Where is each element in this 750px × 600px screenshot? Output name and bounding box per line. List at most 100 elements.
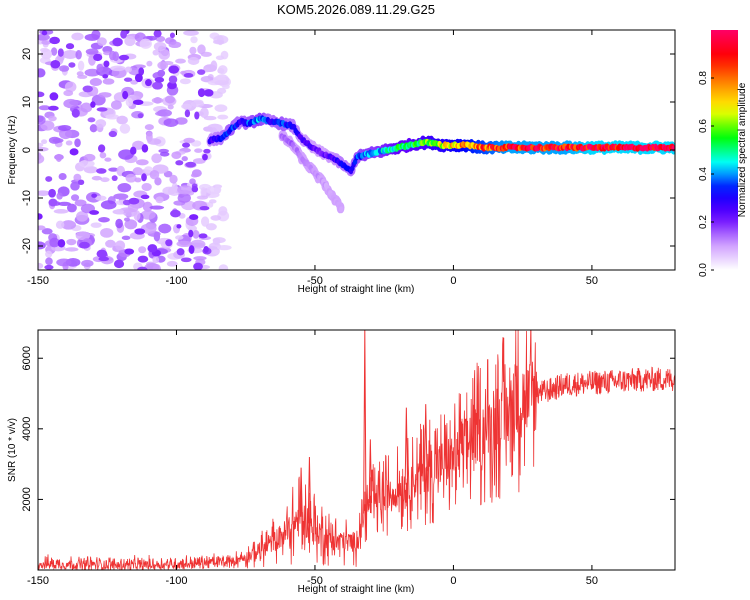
snr-spike	[363, 330, 367, 514]
noise-blob	[41, 40, 51, 45]
noise-blob	[53, 209, 69, 214]
noise-blob	[152, 49, 159, 56]
colorbar-tick-label: 0.6	[698, 119, 709, 133]
noise-blob-strong	[141, 144, 149, 153]
noise-blob-strong	[68, 62, 76, 68]
noise-blob-strong	[98, 256, 110, 262]
snr-spike	[424, 404, 428, 472]
noise-blob-strong	[91, 193, 98, 198]
noise-blob	[71, 32, 84, 41]
noise-blob-strong	[203, 89, 214, 97]
noise-blob	[73, 173, 82, 182]
noise-blob	[197, 44, 206, 55]
noise-blob	[89, 78, 103, 86]
noise-blob-strong	[191, 185, 199, 193]
noise-blob	[212, 237, 221, 246]
noise-blob-strong	[69, 148, 79, 156]
noise-blob	[192, 158, 206, 164]
noise-blob	[139, 38, 152, 49]
noise-blob	[60, 220, 77, 230]
noise-blob	[55, 220, 65, 229]
noise-blob	[153, 41, 167, 52]
noise-blob-strong	[152, 81, 163, 90]
noise-blob-strong	[82, 85, 93, 93]
noise-blob-strong	[90, 101, 96, 108]
y-tick-label: 2000	[21, 487, 33, 511]
noise-blob	[141, 182, 152, 192]
noise-blob-strong	[197, 69, 206, 75]
x-tick-label: -50	[307, 275, 323, 287]
noise-blob-strong	[65, 43, 75, 50]
noise-blob	[124, 66, 133, 73]
noise-blob-strong	[175, 160, 184, 166]
noise-blob-strong	[188, 229, 194, 238]
noise-blob-strong	[134, 228, 146, 235]
noise-blob	[171, 182, 178, 193]
noise-blob	[187, 57, 200, 65]
snr-y-label: SNR (10 * v/v)	[7, 418, 18, 482]
noise-blob	[79, 159, 95, 168]
noise-blob	[80, 102, 93, 113]
noise-blob	[76, 71, 84, 77]
noise-blob	[124, 219, 138, 230]
noise-blob-strong	[153, 30, 162, 38]
noise-blob-strong	[38, 213, 43, 220]
noise-blob	[95, 195, 107, 201]
noise-blob	[91, 30, 101, 40]
noise-blob	[133, 210, 141, 221]
noise-blob	[65, 140, 73, 146]
noise-blob	[38, 68, 46, 78]
noise-blob	[176, 240, 193, 248]
noise-blob	[217, 245, 232, 251]
noise-blob	[70, 181, 80, 191]
noise-blob	[155, 111, 168, 117]
noise-blob	[38, 262, 44, 269]
noise-blob	[151, 97, 164, 104]
noise-blob	[38, 115, 46, 125]
noise-blob	[57, 125, 72, 132]
noise-blob	[76, 211, 89, 222]
noise-blob	[114, 209, 125, 215]
noise-blob-strong	[48, 188, 56, 198]
noise-blob-strong	[132, 99, 144, 105]
snr-panel: -150 -100 -50 0 50 2000 4000 6000 Height of st…	[7, 329, 676, 595]
noise-blob	[105, 239, 116, 248]
noise-blob	[102, 78, 115, 85]
noise-blob	[166, 260, 178, 267]
noise-blob	[190, 100, 205, 108]
snr-x-axis: -150 -100 -50 0 50	[27, 330, 598, 587]
noise-blob	[125, 173, 137, 183]
noise-blob	[168, 41, 182, 49]
noise-blob-strong	[193, 262, 203, 270]
noise-blob-strong	[202, 153, 208, 161]
noise-blob	[62, 49, 79, 59]
noise-blob	[210, 60, 218, 72]
x-tick-label: -100	[165, 275, 187, 287]
noise-blob	[138, 246, 147, 254]
noise-blob-strong	[124, 248, 135, 255]
noise-blob	[38, 146, 49, 152]
noise-blob-strong	[137, 255, 149, 263]
y-tick-label: 4000	[21, 417, 33, 441]
noise-blob-strong	[98, 144, 106, 153]
noise-blob-strong	[113, 259, 125, 269]
snr-spike	[307, 457, 312, 524]
noise-blob	[212, 249, 220, 255]
colorbar-tick-label: 0.0	[698, 263, 709, 277]
noise-blob	[177, 185, 193, 195]
noise-blob	[121, 235, 131, 241]
noise-blob-strong	[118, 54, 130, 61]
noise-blob-strong	[176, 248, 185, 256]
noise-blob	[214, 80, 229, 86]
noise-blob-strong	[128, 197, 140, 205]
noise-blob	[199, 107, 209, 119]
noise-blob	[154, 177, 162, 186]
noise-blob	[130, 79, 138, 85]
snr-y-axis: 2000 4000 6000	[21, 346, 675, 512]
noise-blob	[41, 139, 48, 145]
noise-blob	[75, 50, 82, 60]
noise-blob-strong	[137, 266, 148, 270]
noise-blob	[108, 167, 119, 172]
noise-blob	[75, 231, 91, 241]
noise-blob	[179, 78, 191, 85]
